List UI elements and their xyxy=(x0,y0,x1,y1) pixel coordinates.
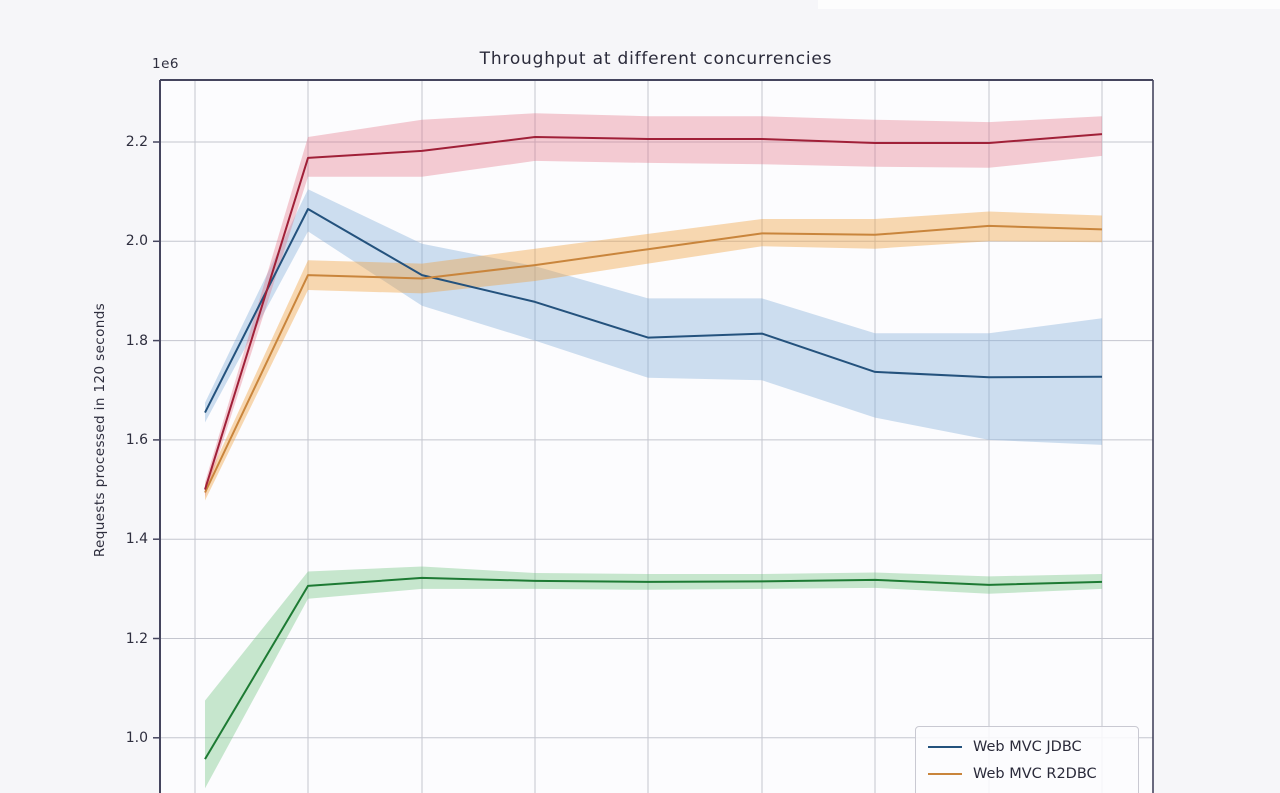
legend-item: Web MVC JDBC xyxy=(928,733,1126,760)
confidence-band xyxy=(205,189,1102,445)
legend: Web MVC JDBC Web MVC R2DBC Webflux JDBC xyxy=(915,726,1139,793)
window-edge-bar-gap xyxy=(818,0,1280,9)
plot-area xyxy=(160,80,1153,793)
legend-item: Web MVC R2DBC xyxy=(928,760,1126,787)
y-axis-offset-label: 1e6 xyxy=(152,56,179,72)
y-tick-label: 1.4 xyxy=(125,531,148,548)
series-line xyxy=(204,224,1103,493)
y-tick-label: 1.8 xyxy=(125,332,148,349)
confidence-band xyxy=(205,113,1102,497)
legend-item-label: Web MVC JDBC xyxy=(973,738,1082,755)
y-tick-label: 1.0 xyxy=(125,729,148,746)
series-line xyxy=(204,133,1103,490)
y-tick-label: 2.0 xyxy=(125,233,148,250)
legend-item-label: Web MVC R2DBC xyxy=(973,765,1097,782)
y-tick-label: 1.2 xyxy=(125,630,148,647)
chart-title: Throughput at different concurrencies xyxy=(479,49,833,69)
legend-line-swatch xyxy=(928,745,962,748)
series-line xyxy=(204,208,1103,414)
confidence-band xyxy=(205,211,1102,501)
series-line xyxy=(204,576,1103,760)
legend-item: Webflux JDBC xyxy=(928,787,1126,793)
confidence-band xyxy=(205,566,1102,789)
y-tick-label: 2.2 xyxy=(125,134,148,150)
legend-line-swatch xyxy=(928,772,962,775)
y-axis-label: Requests processed in 120 seconds xyxy=(92,302,108,558)
y-tick-label: 1.6 xyxy=(125,431,148,448)
